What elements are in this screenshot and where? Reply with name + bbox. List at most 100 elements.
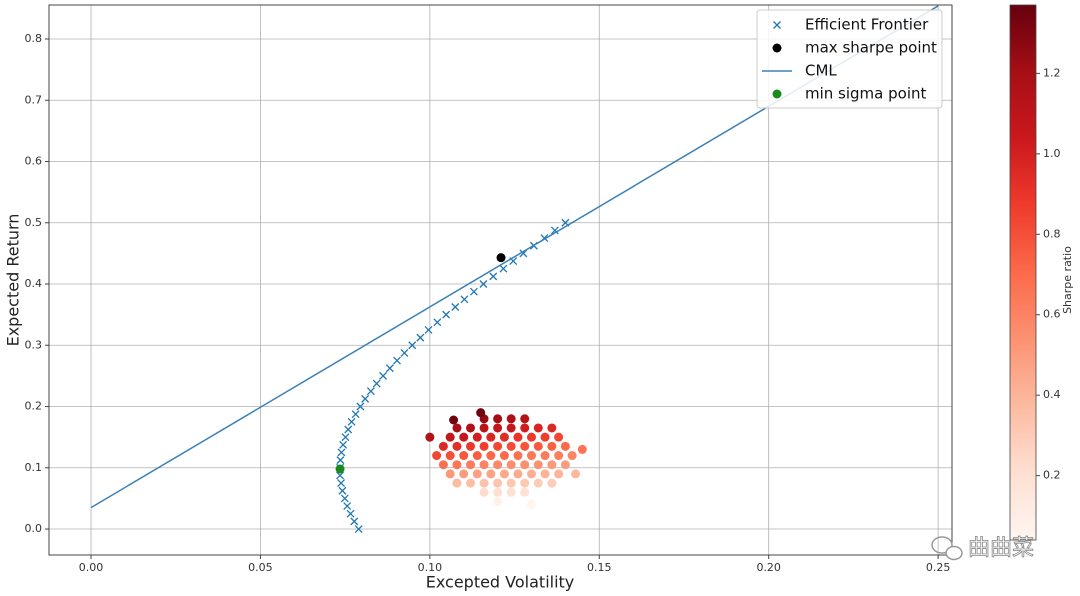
y-tick-label: 0.2 bbox=[25, 400, 43, 413]
portfolio-point bbox=[452, 478, 462, 488]
portfolio-point bbox=[452, 423, 462, 433]
portfolio-point bbox=[567, 451, 577, 461]
portfolio-point bbox=[438, 441, 448, 451]
frontier-point bbox=[385, 364, 394, 373]
portfolio-point bbox=[459, 432, 469, 442]
frontier-point bbox=[339, 440, 348, 449]
portfolio-point bbox=[533, 441, 543, 451]
frontier-point bbox=[347, 417, 356, 426]
frontier-point bbox=[400, 348, 409, 357]
portfolio-point bbox=[479, 423, 489, 433]
colorbar-tick-label: 1.0 bbox=[1043, 147, 1061, 160]
frontier-point bbox=[416, 333, 425, 342]
frontier-point bbox=[351, 410, 360, 419]
colorbar bbox=[1009, 4, 1037, 541]
legend-label: max sharpe point bbox=[805, 39, 937, 57]
frontier-point bbox=[336, 456, 345, 465]
portfolio-point bbox=[520, 460, 530, 470]
x-tick-label: 0.05 bbox=[248, 561, 273, 574]
portfolio-point bbox=[560, 441, 570, 451]
colorbar-tick-label: 1.2 bbox=[1043, 66, 1061, 79]
frontier-point bbox=[489, 272, 498, 281]
portfolio-point bbox=[560, 460, 570, 470]
portfolio-point bbox=[527, 432, 537, 442]
portfolio-point bbox=[513, 432, 523, 442]
legend-label: Efficient Frontier bbox=[805, 16, 929, 34]
portfolio-point bbox=[466, 460, 476, 470]
portfolio-point bbox=[445, 432, 455, 442]
frontier-point bbox=[451, 303, 460, 311]
portfolio-point bbox=[479, 441, 489, 451]
portfolio-point bbox=[466, 478, 476, 488]
frontier-point bbox=[433, 318, 442, 327]
portfolio-point bbox=[479, 487, 489, 497]
colorbar-tick-label: 0.2 bbox=[1043, 469, 1061, 482]
portfolio-point bbox=[493, 414, 503, 424]
y-tick-label: 0.6 bbox=[25, 155, 43, 168]
portfolio-point bbox=[540, 469, 550, 479]
y-axis-label: Expected Return bbox=[4, 214, 23, 347]
frontier-point bbox=[499, 264, 508, 273]
frontier-point bbox=[379, 371, 388, 380]
portfolio-point bbox=[547, 441, 557, 451]
y-tick-label: 0.1 bbox=[25, 461, 43, 474]
portfolio-point bbox=[547, 460, 557, 470]
legend-swatch bbox=[773, 21, 781, 29]
frontier-point bbox=[442, 310, 451, 319]
portfolio-point bbox=[540, 451, 550, 461]
portfolio-point bbox=[513, 451, 523, 461]
portfolio-point bbox=[506, 460, 516, 470]
legend-swatch bbox=[772, 43, 782, 53]
portfolio-point bbox=[533, 460, 543, 470]
portfolio-point bbox=[540, 432, 550, 442]
frontier-point bbox=[393, 356, 401, 365]
x-tick-label: 0.10 bbox=[418, 561, 443, 574]
frontier-point bbox=[479, 280, 488, 288]
frontier-point bbox=[340, 494, 349, 503]
portfolio-point bbox=[486, 451, 496, 461]
portfolio-point bbox=[506, 487, 516, 497]
portfolio-point bbox=[506, 478, 516, 488]
portfolio-point bbox=[466, 441, 476, 451]
legend-label: min sigma point bbox=[805, 85, 927, 103]
portfolio-point bbox=[506, 423, 516, 433]
portfolio-point bbox=[493, 460, 503, 470]
frontier-point bbox=[346, 509, 355, 518]
portfolio-point bbox=[445, 469, 455, 479]
frontier-point bbox=[424, 325, 433, 334]
x-tick-label: 0.20 bbox=[756, 561, 781, 574]
x-axis-label: Excepted Volatility bbox=[426, 573, 575, 592]
portfolio-point bbox=[449, 415, 459, 425]
portfolio-point bbox=[486, 469, 496, 479]
portfolio-point bbox=[493, 487, 503, 497]
frontier-point bbox=[550, 226, 559, 235]
y-tick-label: 0.0 bbox=[25, 522, 43, 535]
portfolio-point bbox=[445, 451, 455, 461]
frontier-point bbox=[356, 402, 365, 411]
y-tick-label: 0.3 bbox=[25, 338, 43, 351]
portfolio-point bbox=[476, 408, 486, 418]
frontier-point bbox=[408, 341, 417, 350]
frontier-point bbox=[366, 387, 375, 396]
frontier-point bbox=[350, 517, 359, 526]
portfolio-point bbox=[438, 460, 448, 470]
portfolio-point bbox=[452, 460, 462, 470]
portfolio-point bbox=[513, 469, 523, 479]
y-tick-label: 0.7 bbox=[25, 93, 43, 106]
y-tick-label: 0.4 bbox=[25, 277, 43, 290]
portfolio-point bbox=[506, 441, 516, 451]
frontier-point bbox=[341, 433, 350, 442]
portfolio-point bbox=[520, 478, 530, 488]
portfolio-point bbox=[554, 451, 564, 461]
portfolio-point bbox=[432, 451, 442, 461]
portfolio-point bbox=[472, 432, 482, 442]
frontier-point bbox=[343, 502, 352, 511]
portfolio-point bbox=[499, 469, 509, 479]
portfolio-point bbox=[577, 444, 587, 454]
portfolio-point bbox=[527, 469, 537, 479]
portfolio-point bbox=[554, 469, 564, 479]
frontier-point bbox=[372, 379, 381, 388]
y-tick-label: 0.5 bbox=[25, 216, 43, 229]
portfolio-point bbox=[520, 414, 530, 424]
